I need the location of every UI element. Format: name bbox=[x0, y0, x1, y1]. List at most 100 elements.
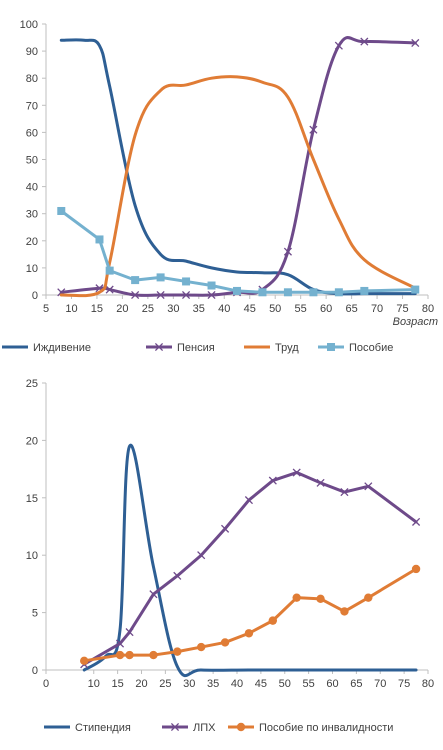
y-tick-label: 25 bbox=[26, 378, 38, 390]
y-tick-label: 40 bbox=[26, 182, 38, 194]
x-tick-label: 10 bbox=[65, 303, 77, 315]
data-point bbox=[316, 478, 325, 487]
series-line bbox=[59, 75, 417, 298]
data-point bbox=[340, 607, 349, 616]
x-tick-label: 65 bbox=[350, 678, 362, 690]
y-tick-label: 100 bbox=[20, 19, 38, 31]
legend-item: ЛПХ bbox=[162, 722, 216, 734]
x-tick-label: 30 bbox=[183, 678, 195, 690]
x-tick-label: 0 bbox=[43, 678, 49, 690]
data-point bbox=[197, 551, 206, 560]
x-tick-label: 45 bbox=[244, 303, 256, 315]
legend-item: Иждивение bbox=[2, 342, 91, 354]
data-point bbox=[115, 650, 125, 660]
data-point bbox=[268, 616, 278, 625]
legend-label: Иждивение bbox=[33, 342, 91, 354]
series-4 bbox=[57, 206, 420, 297]
data-point bbox=[156, 273, 165, 282]
legend-item: Пособие по инвалидности bbox=[228, 722, 393, 734]
x-tick-label: 30 bbox=[167, 303, 179, 315]
legend-label: ЛПХ bbox=[193, 722, 216, 734]
data-point bbox=[244, 629, 254, 638]
data-point bbox=[233, 286, 241, 295]
y-tick-label: 10 bbox=[26, 550, 38, 562]
data-point bbox=[309, 288, 318, 297]
series-line bbox=[82, 471, 418, 666]
x-tick-label: 35 bbox=[193, 303, 205, 315]
data-point bbox=[125, 650, 134, 660]
data-point bbox=[411, 285, 420, 294]
x-tick-label: 80 bbox=[422, 678, 434, 690]
legend-label: Пенсия bbox=[177, 342, 215, 354]
legend-label: Пособие по инвалидности bbox=[259, 722, 393, 734]
x-tick-label: 40 bbox=[231, 678, 243, 690]
x-tick-label: 45 bbox=[255, 678, 267, 690]
x-tick-label: 55 bbox=[295, 303, 307, 315]
data-point bbox=[334, 41, 343, 50]
y-tick-label: 0 bbox=[32, 665, 38, 677]
data-point bbox=[220, 638, 230, 647]
x-tick-label: 50 bbox=[269, 303, 281, 315]
legend-marker bbox=[170, 722, 180, 732]
x-tick-label: 75 bbox=[398, 678, 410, 690]
data-point bbox=[207, 290, 216, 300]
y-tick-label: 50 bbox=[26, 155, 38, 167]
legend-marker bbox=[236, 722, 246, 732]
x-tick-label: 25 bbox=[142, 303, 154, 315]
data-point bbox=[316, 594, 325, 604]
x-tick-label: 50 bbox=[279, 678, 291, 690]
legend-item: Пенсия bbox=[146, 342, 215, 354]
y-tick-label: 30 bbox=[26, 209, 38, 221]
data-point bbox=[258, 288, 267, 297]
x-tick-label: 15 bbox=[112, 678, 124, 690]
x-tick-label: 15 bbox=[91, 303, 103, 315]
data-point bbox=[364, 482, 373, 491]
x-tick-label: 20 bbox=[116, 303, 128, 315]
data-point bbox=[131, 290, 140, 300]
y-tick-label: 20 bbox=[26, 236, 38, 248]
data-point bbox=[149, 590, 158, 599]
data-point bbox=[360, 37, 369, 46]
x-tick-label: 80 bbox=[422, 303, 434, 315]
y-tick-label: 5 bbox=[32, 608, 38, 620]
data-point bbox=[182, 277, 191, 286]
data-point bbox=[283, 288, 292, 297]
x-tick-label: 5 bbox=[43, 303, 49, 315]
data-point bbox=[125, 628, 134, 637]
data-point bbox=[80, 656, 89, 666]
data-point bbox=[156, 290, 165, 300]
y-tick-label: 60 bbox=[26, 127, 38, 139]
x-tick-label: 70 bbox=[374, 678, 386, 690]
data-point bbox=[340, 488, 349, 497]
x-tick-label: 75 bbox=[396, 303, 408, 315]
data-point bbox=[334, 288, 343, 297]
chart-income-sources-share: 0 10 20 30 40 50 60 70 80 90 100 5 10 15 20 25 30 35 40 45 5… bbox=[2, 19, 438, 354]
data-point bbox=[173, 647, 182, 656]
y-tick-label: 20 bbox=[26, 435, 38, 447]
series-line bbox=[59, 209, 417, 294]
x-tick-label: 65 bbox=[345, 303, 357, 315]
data-point bbox=[131, 276, 140, 285]
legend: Стипендия ЛПХ Пособие по инвалидности bbox=[44, 722, 393, 734]
x-tick-label: 35 bbox=[207, 678, 219, 690]
data-point bbox=[173, 571, 182, 580]
series-line bbox=[82, 443, 418, 678]
data-point bbox=[412, 517, 421, 526]
x-tick-label: 20 bbox=[135, 678, 147, 690]
x-tick-label: 25 bbox=[159, 678, 171, 690]
data-point bbox=[244, 496, 253, 505]
x-axis-title: Возраст bbox=[393, 316, 438, 328]
legend-item: Пособие bbox=[318, 342, 393, 354]
legend-label: Труд bbox=[275, 342, 299, 354]
data-point bbox=[149, 650, 158, 660]
data-point bbox=[207, 281, 216, 290]
data-point bbox=[221, 524, 230, 533]
y-tick-label: 15 bbox=[26, 493, 38, 505]
legend-marker bbox=[154, 342, 164, 352]
y-tick-label: 70 bbox=[26, 100, 38, 112]
series-2 bbox=[80, 468, 421, 669]
data-point bbox=[105, 266, 114, 275]
data-point bbox=[196, 642, 206, 652]
y-tick-label: 90 bbox=[26, 46, 38, 58]
